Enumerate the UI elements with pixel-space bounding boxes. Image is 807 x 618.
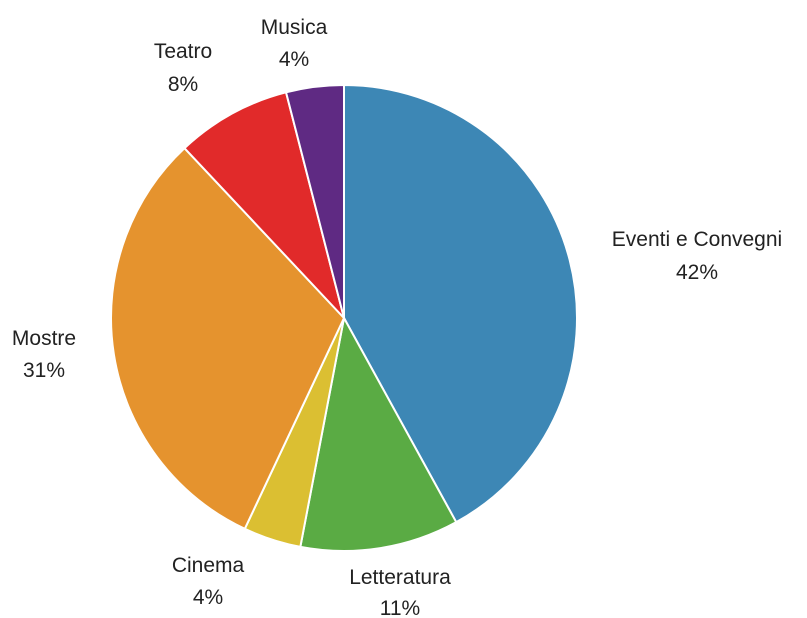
slice-label-musica: Musica [261,16,328,39]
slice-label-letteratura: Letteratura [349,566,451,589]
slice-percent-cinema: 4% [193,586,223,609]
slice-percent-teatro: 8% [168,73,198,96]
slice-percent-musica: 4% [279,48,309,71]
slice-labels: Eventi e Convegni 42% Letteratura 11% Cinema… [12,16,782,618]
slice-label-eventi-e-convegni: Eventi e Convegni [612,228,782,251]
slice-teatro [183,91,345,319]
slice-label-mostre: Mostre [12,327,76,350]
slice-letteratura [299,315,458,552]
slice-label-teatro: Teatro [154,40,212,63]
slice-mostre [110,146,346,531]
slice-musica [284,83,345,319]
slice-percent-letteratura: 11% [380,597,420,618]
slice-label-cinema: Cinema [172,554,245,577]
slice-percent-eventi-e-convegni: 42% [676,261,718,284]
pie-slices [110,83,578,552]
slice-percent-mostre: 31% [23,359,65,382]
slice-eventi-e-convegni [343,83,578,524]
